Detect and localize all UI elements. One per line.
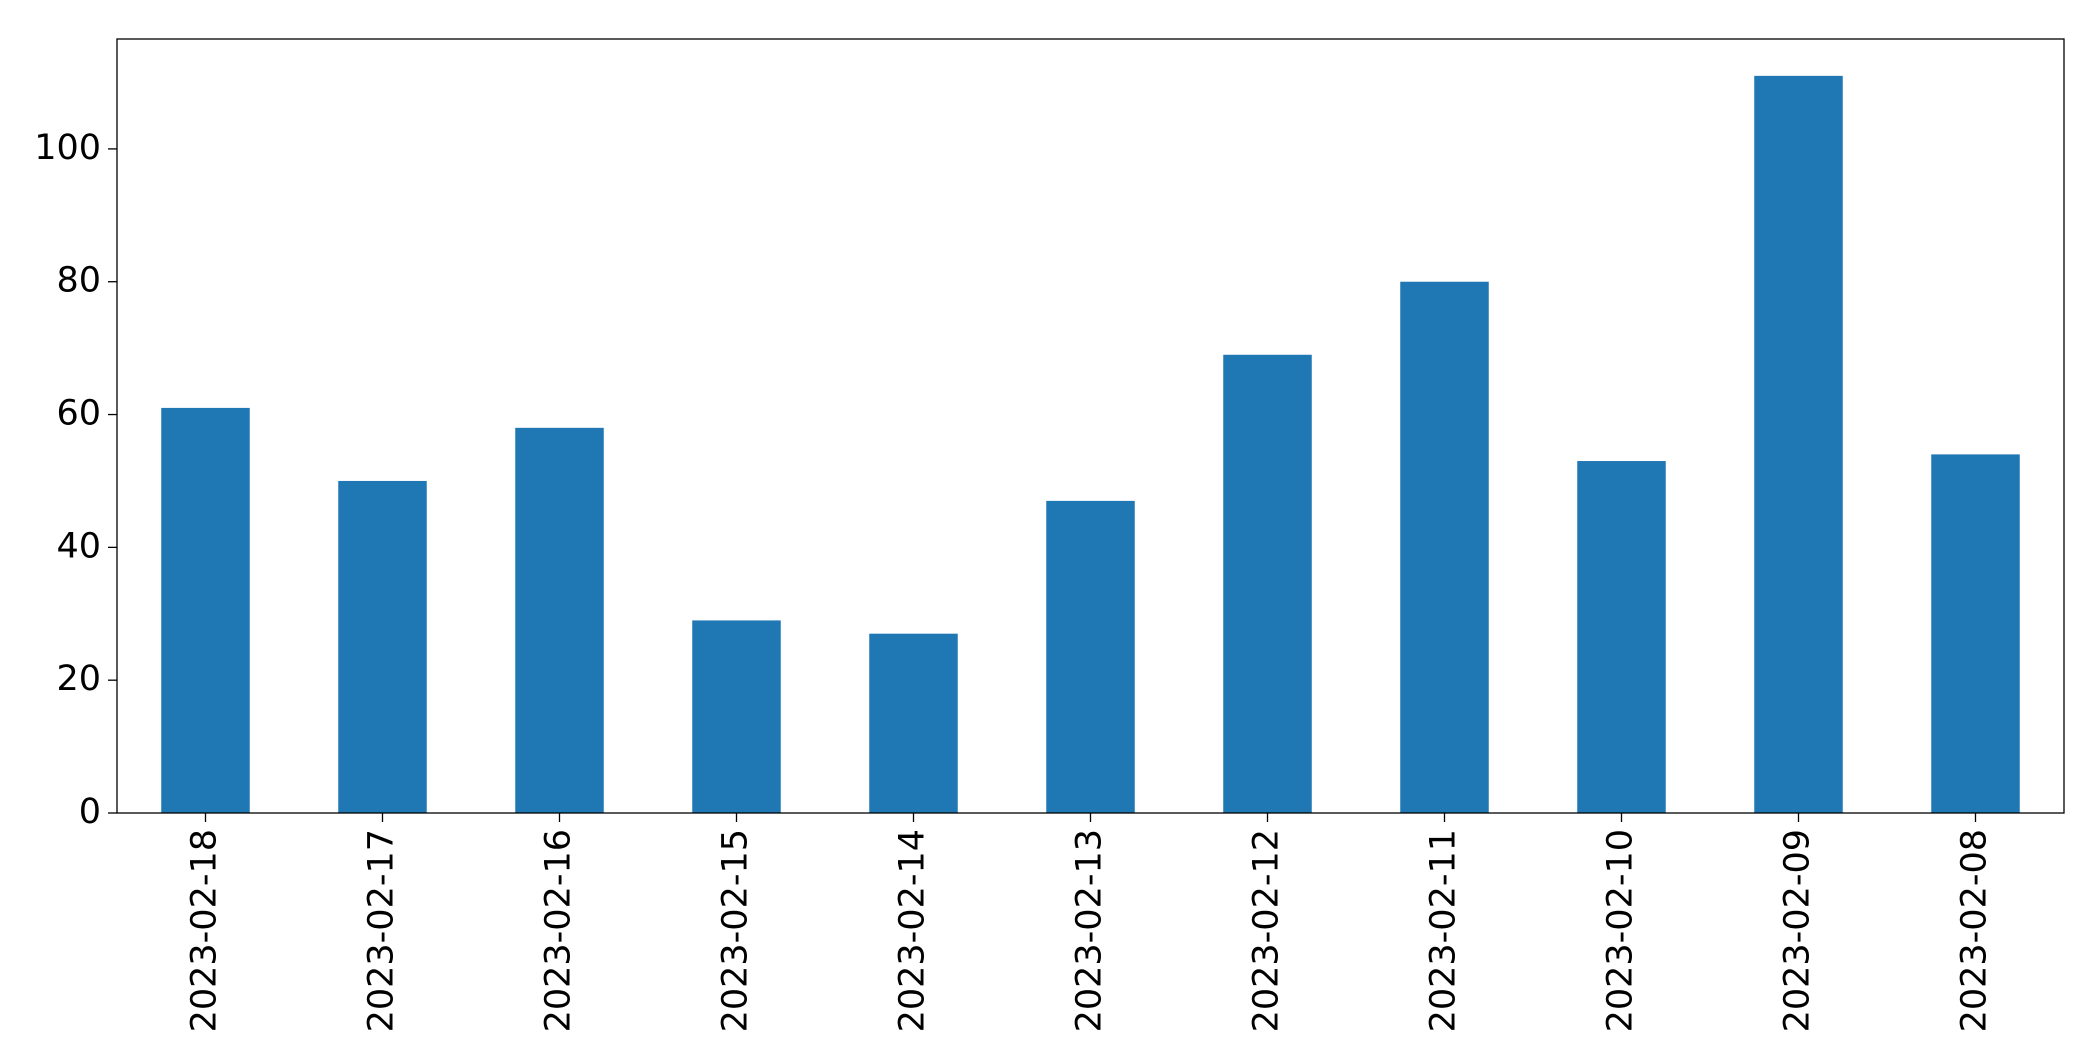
bar <box>161 407 250 813</box>
y-tick-label: 100 <box>34 128 101 168</box>
x-tick-label: 2023-02-18 <box>185 829 225 1032</box>
y-tick-label: 0 <box>79 792 101 832</box>
y-tick-label: 80 <box>56 261 101 301</box>
bar <box>1577 461 1666 813</box>
bar <box>1223 354 1312 813</box>
x-tick-label: 2023-02-09 <box>1778 829 1818 1032</box>
bar <box>1931 454 2020 813</box>
x-tick-label: 2023-02-16 <box>539 829 579 1032</box>
plot-frame <box>116 38 2065 814</box>
bar <box>1046 500 1135 813</box>
bar <box>515 427 604 813</box>
bar <box>869 633 958 813</box>
x-tick-label: 2023-02-11 <box>1424 829 1464 1032</box>
x-tick-label: 2023-02-14 <box>893 829 933 1032</box>
bar <box>692 620 781 813</box>
bar <box>1400 281 1489 814</box>
y-tick-label: 60 <box>56 394 101 434</box>
x-tick-label: 2023-02-17 <box>362 829 402 1032</box>
x-tick-label: 2023-02-08 <box>1955 829 1995 1032</box>
x-tick-label: 2023-02-13 <box>1070 829 1110 1032</box>
y-tick-label: 20 <box>56 659 101 699</box>
x-tick-label: 2023-02-12 <box>1247 829 1287 1032</box>
y-tick-label: 40 <box>56 526 101 566</box>
bar <box>338 480 427 813</box>
x-tick-label: 2023-02-15 <box>716 829 756 1032</box>
x-tick-label: 2023-02-10 <box>1601 829 1641 1032</box>
bar <box>1754 75 1843 814</box>
